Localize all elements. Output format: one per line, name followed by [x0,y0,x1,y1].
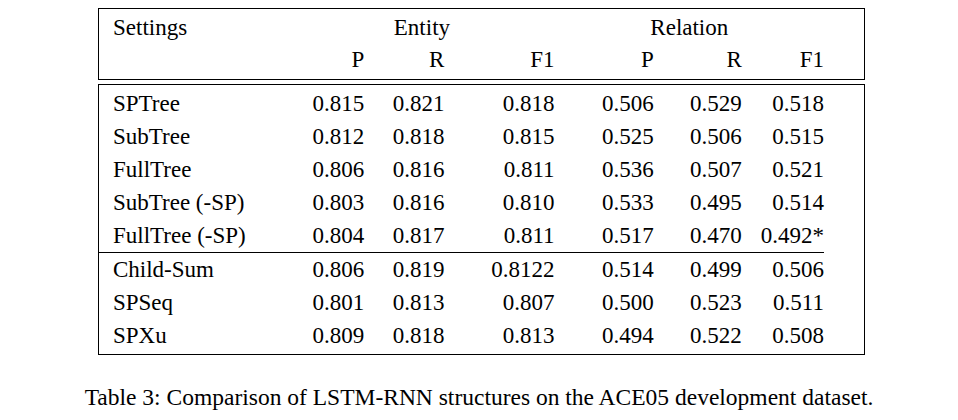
metric-value: 0.816 [364,153,444,186]
row-setting-label: FullTree [99,153,289,186]
metric-value: 0.8122 [444,253,554,287]
header-group-row: Settings Entity Relation [99,9,824,44]
results-table: Settings Entity Relation P R F1 P R F1 [98,8,865,355]
metric-value: 0.495 [654,186,742,219]
entity-precision-header: P [289,44,364,79]
header-subrow: P R F1 P R F1 [99,44,824,79]
table-caption: Table 3: Comparison of LSTM-RNN structur… [0,383,958,411]
entity-f1-header: F1 [444,44,554,79]
table-body: SPTree0.8150.8210.8180.5060.5290.518SubT… [99,87,824,352]
metric-value: 0.811 [444,219,554,253]
metric-value: 0.811 [444,153,554,186]
metric-value: 0.511 [742,286,824,319]
metric-value: 0.804 [289,219,364,253]
metric-value: 0.492* [742,219,824,253]
table-row: FullTree (-SP)0.8040.8170.8110.5170.4700… [99,219,824,253]
metric-value: 0.525 [555,120,654,153]
metric-value: 0.806 [289,253,364,287]
table-row: SPXu0.8090.8180.8130.4940.5220.508 [99,319,824,352]
metric-value: 0.819 [364,253,444,287]
metric-value: 0.815 [444,120,554,153]
metric-value: 0.813 [364,286,444,319]
metric-value: 0.821 [364,87,444,120]
metric-value: 0.818 [444,87,554,120]
metric-value: 0.514 [555,253,654,287]
metric-value: 0.803 [289,186,364,219]
metric-value: 0.508 [742,319,824,352]
metric-value: 0.807 [444,286,554,319]
row-setting-label: FullTree (-SP) [99,219,289,253]
entity-group-header: Entity [289,9,554,44]
metric-value: 0.810 [444,186,554,219]
table-row: SPTree0.8150.8210.8180.5060.5290.518 [99,87,824,120]
metric-value: 0.507 [654,153,742,186]
row-setting-label: Child-Sum [99,253,289,287]
metric-value: 0.494 [555,319,654,352]
metric-value: 0.812 [289,120,364,153]
table-body-box: SPTree0.8150.8210.8180.5060.5290.518SubT… [98,84,865,355]
row-setting-label: SPSeq [99,286,289,319]
paper-page: Settings Entity Relation P R F1 P R F1 [0,0,958,420]
metric-value: 0.806 [289,153,364,186]
table-row: SubTree (-SP)0.8030.8160.8100.5330.4950.… [99,186,824,219]
relation-f1-header: F1 [742,44,824,79]
settings-column-header: Settings [99,9,289,44]
metric-value: 0.801 [289,286,364,319]
table-row: SPSeq0.8010.8130.8070.5000.5230.511 [99,286,824,319]
metric-value: 0.514 [742,186,824,219]
row-setting-label: SubTree (-SP) [99,186,289,219]
metric-value: 0.536 [555,153,654,186]
table-header-box: Settings Entity Relation P R F1 P R F1 [98,8,865,80]
spacer-cell [99,44,289,79]
relation-precision-header: P [555,44,654,79]
metric-value: 0.518 [742,87,824,120]
metric-value: 0.817 [364,219,444,253]
metric-value: 0.522 [654,319,742,352]
entity-recall-header: R [364,44,444,79]
metric-value: 0.818 [364,120,444,153]
table-row: FullTree0.8060.8160.8110.5360.5070.521 [99,153,824,186]
metric-value: 0.533 [555,186,654,219]
row-setting-label: SPTree [99,87,289,120]
metric-value: 0.517 [555,219,654,253]
metric-value: 0.815 [289,87,364,120]
metric-value: 0.816 [364,186,444,219]
row-setting-label: SubTree [99,120,289,153]
metric-value: 0.529 [654,87,742,120]
metric-value: 0.523 [654,286,742,319]
relation-group-header: Relation [555,9,824,44]
row-setting-label: SPXu [99,319,289,352]
metric-value: 0.506 [654,120,742,153]
table-rows: SPTree0.8150.8210.8180.5060.5290.518SubT… [99,87,824,352]
metric-value: 0.818 [364,319,444,352]
metric-value: 0.521 [742,153,824,186]
metric-value: 0.813 [444,319,554,352]
metric-value: 0.499 [654,253,742,287]
metric-value: 0.506 [555,87,654,120]
metric-value: 0.809 [289,319,364,352]
relation-recall-header: R [654,44,742,79]
metric-value: 0.500 [555,286,654,319]
metric-value: 0.506 [742,253,824,287]
table-row: Child-Sum0.8060.8190.81220.5140.4990.506 [99,253,824,287]
table-header: Settings Entity Relation P R F1 P R F1 [99,9,824,79]
metric-value: 0.470 [654,219,742,253]
metric-value: 0.515 [742,120,824,153]
table-row: SubTree0.8120.8180.8150.5250.5060.515 [99,120,824,153]
